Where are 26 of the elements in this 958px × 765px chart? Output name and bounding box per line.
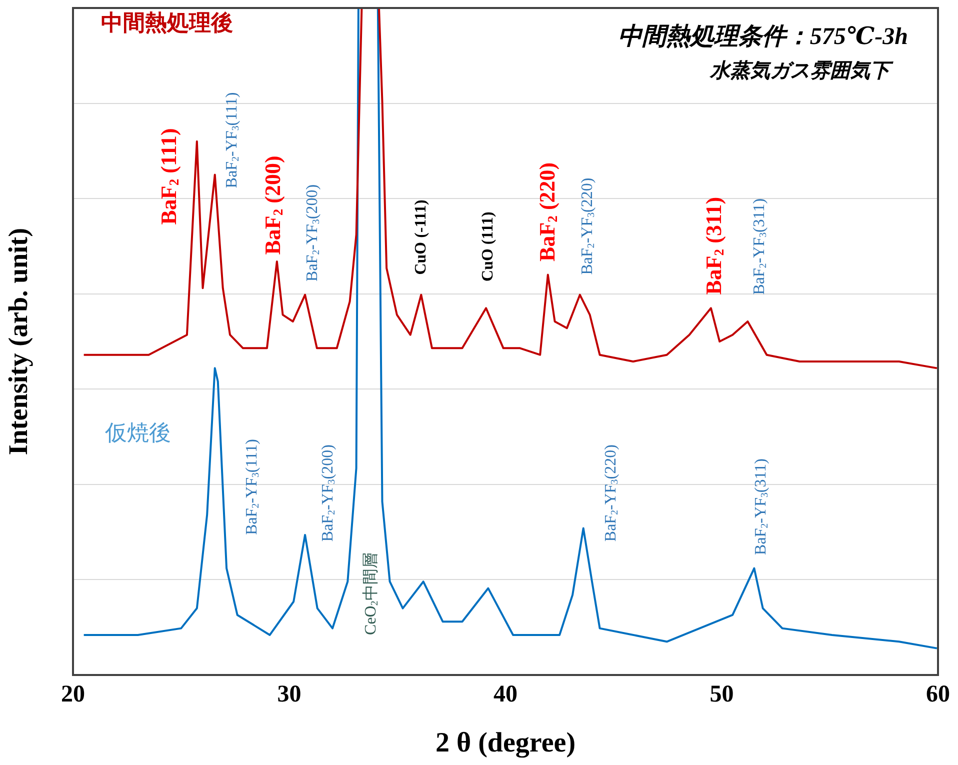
annotation: CuO (111) xyxy=(479,212,496,282)
annotation: 水蒸気ガス雰囲気下 xyxy=(709,60,894,82)
annotation: BaF2-YF3(311) xyxy=(751,198,769,295)
annotation: 中間熱処理条件：575℃-3h xyxy=(618,23,908,50)
annotation: BaF2-YF3(220) xyxy=(578,178,597,275)
annotation: BaF2-YF3(111) xyxy=(223,92,242,188)
x-tick-label: 50 xyxy=(710,682,734,708)
text: 中間熱処理後 xyxy=(101,10,233,35)
annotation: CuO (-111) xyxy=(412,200,430,275)
annotation: BaF2-YF3(200) xyxy=(304,184,322,282)
x-tick-label: 40 xyxy=(494,682,518,708)
x-axis-title: 2 θ (degree) xyxy=(435,727,576,758)
series-label: 仮焼後 xyxy=(104,420,171,445)
annotation: CeO2中間層 xyxy=(362,552,381,635)
annotation: BaF2-YF3(220) xyxy=(602,444,621,542)
x-tick-label: 60 xyxy=(926,682,950,708)
annotation: BaF2 (220) xyxy=(534,162,560,262)
annotation: BaF2 (111) xyxy=(156,128,182,225)
y-axis-title: Intensity (arb. unit) xyxy=(3,228,34,456)
x-tick-label: 20 xyxy=(61,682,85,708)
annotation: BaF2 (200) xyxy=(260,156,286,255)
annotation: BaF2-YF3(311) xyxy=(752,458,771,555)
annotation: BaF2 (311) xyxy=(700,196,727,295)
annotation: BaF2-YF3(111) xyxy=(244,439,262,535)
x-tick-label: 30 xyxy=(277,682,302,708)
annotation: BaF2-YF3(200) xyxy=(319,444,338,542)
